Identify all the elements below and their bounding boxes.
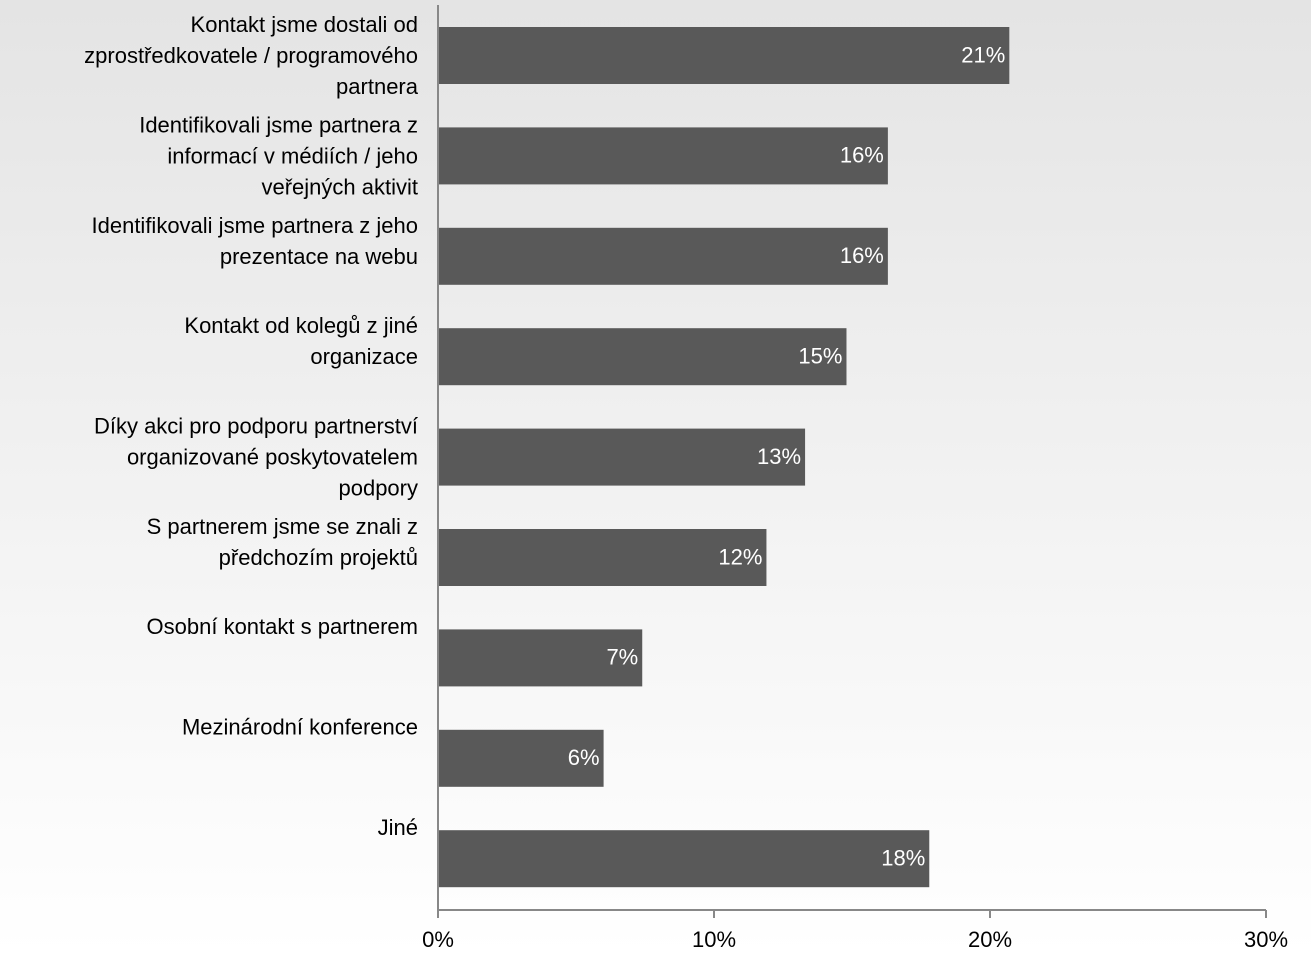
- category-label: Jiné: [378, 815, 418, 840]
- x-tick-label: 10%: [692, 927, 736, 952]
- value-label: 6%: [568, 745, 600, 770]
- bar: [438, 729, 604, 787]
- value-label: 16%: [840, 243, 884, 268]
- bar: [438, 428, 806, 486]
- category-label: Kontakt od kolegů z jiné organizace: [184, 313, 418, 369]
- value-label: 16%: [840, 143, 884, 168]
- bar: [438, 830, 930, 888]
- value-label: 7%: [606, 645, 638, 670]
- x-tick-label: 0%: [422, 927, 454, 952]
- category-label: Identifikovali jsme partnera z jeho preze…: [92, 213, 419, 269]
- category-label: Díky akci pro podporu partnerství organiz…: [94, 413, 418, 500]
- bar: [438, 529, 767, 586]
- value-label: 13%: [757, 444, 801, 469]
- category-label: Mezinárodní konference: [182, 715, 418, 740]
- value-label: 21%: [961, 42, 1005, 67]
- bar: [438, 127, 888, 185]
- x-tick-label: 30%: [1244, 927, 1288, 952]
- value-label: 18%: [881, 846, 925, 871]
- category-label: S partnerem jsme se znali z předchozím pr…: [147, 514, 418, 570]
- bar: [438, 227, 888, 285]
- x-tick-label: 20%: [968, 927, 1012, 952]
- bar: [438, 328, 847, 386]
- value-label: 12%: [718, 544, 762, 569]
- value-label: 15%: [798, 344, 842, 369]
- category-label: Identifikovali jsme partnera z informací …: [139, 112, 418, 199]
- category-label: Kontakt jsme dostali od zprostředkovatele…: [84, 12, 419, 99]
- bar: [438, 629, 643, 687]
- category-label: Osobní kontakt s partnerem: [147, 614, 418, 639]
- bar: [438, 27, 1010, 84]
